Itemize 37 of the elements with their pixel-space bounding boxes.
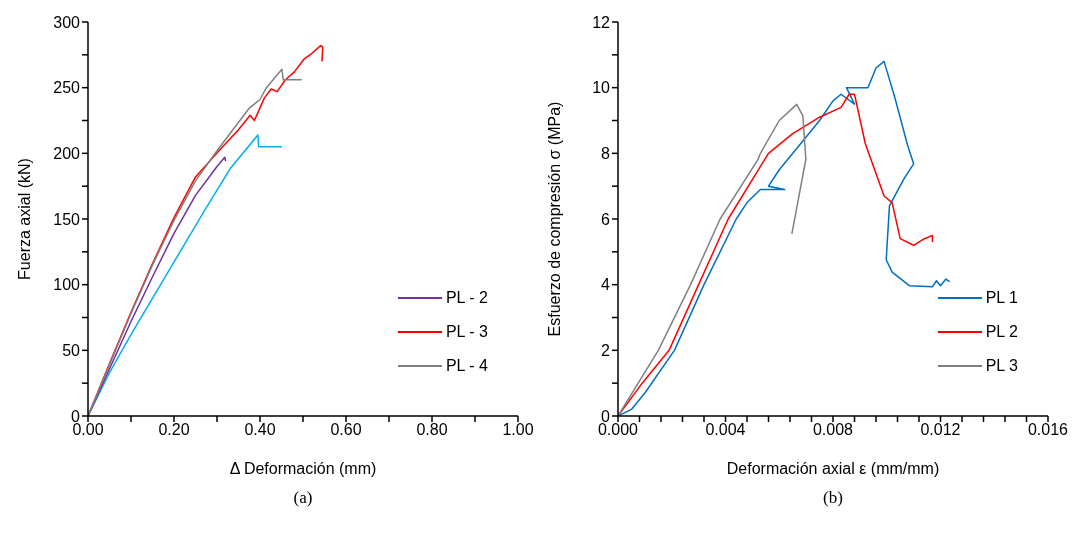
- y-tick-label: 4: [601, 276, 611, 294]
- y-tick-label: 100: [53, 276, 81, 294]
- text: (b): [822, 488, 844, 508]
- legend-label: PL 2: [985, 322, 1018, 342]
- x-tick-label: 0.004: [705, 421, 746, 439]
- x-tick-label: 0.012: [920, 421, 961, 439]
- y-tick-label: 200: [53, 145, 81, 163]
- x-tick-label: 0.20: [158, 421, 190, 439]
- x-tick-label: 0.80: [416, 421, 448, 439]
- line-series: [618, 103, 807, 416]
- legend-label: PL 3: [985, 356, 1018, 376]
- y-tick-label: 10: [592, 79, 611, 97]
- legend-label: PL - 4: [445, 356, 488, 376]
- legend-label: PL - 2: [445, 288, 488, 308]
- y-tick-label: 250: [53, 79, 81, 97]
- x-tick-label: 0.008: [812, 421, 854, 439]
- legend-label: PL 1: [985, 288, 1018, 308]
- y-tick-label: 300: [53, 13, 81, 31]
- y-tick-label: 8: [601, 145, 611, 163]
- x-tick-label: 0.000: [597, 421, 639, 439]
- legend-label: PL - 3: [445, 322, 488, 342]
- y-tick-label: 2: [601, 342, 611, 360]
- y-axis-title: Esfuerzo de compresión σ (MPa): [545, 101, 563, 337]
- line-series: [88, 134, 283, 416]
- x-tick-label: 0.00: [72, 421, 104, 439]
- x-tick-label: 0.016: [1027, 421, 1069, 439]
- x-tick-label: 0.40: [244, 421, 276, 439]
- x-tick-label: 1.00: [502, 421, 534, 439]
- y-axis-title: Fuerza axial (kN): [15, 158, 33, 280]
- x-axis-title: Δ Deformación (mm): [229, 460, 377, 477]
- y-tick-label: 50: [62, 342, 81, 360]
- y-tick-label: 12: [592, 13, 611, 31]
- y-tick-label: 6: [601, 210, 611, 228]
- y-tick-label: 150: [53, 210, 81, 228]
- text: (a): [292, 488, 314, 508]
- x-tick-label: 0.60: [330, 421, 362, 439]
- x-axis-title: Deformación axial ε (mm/mm): [726, 460, 940, 477]
